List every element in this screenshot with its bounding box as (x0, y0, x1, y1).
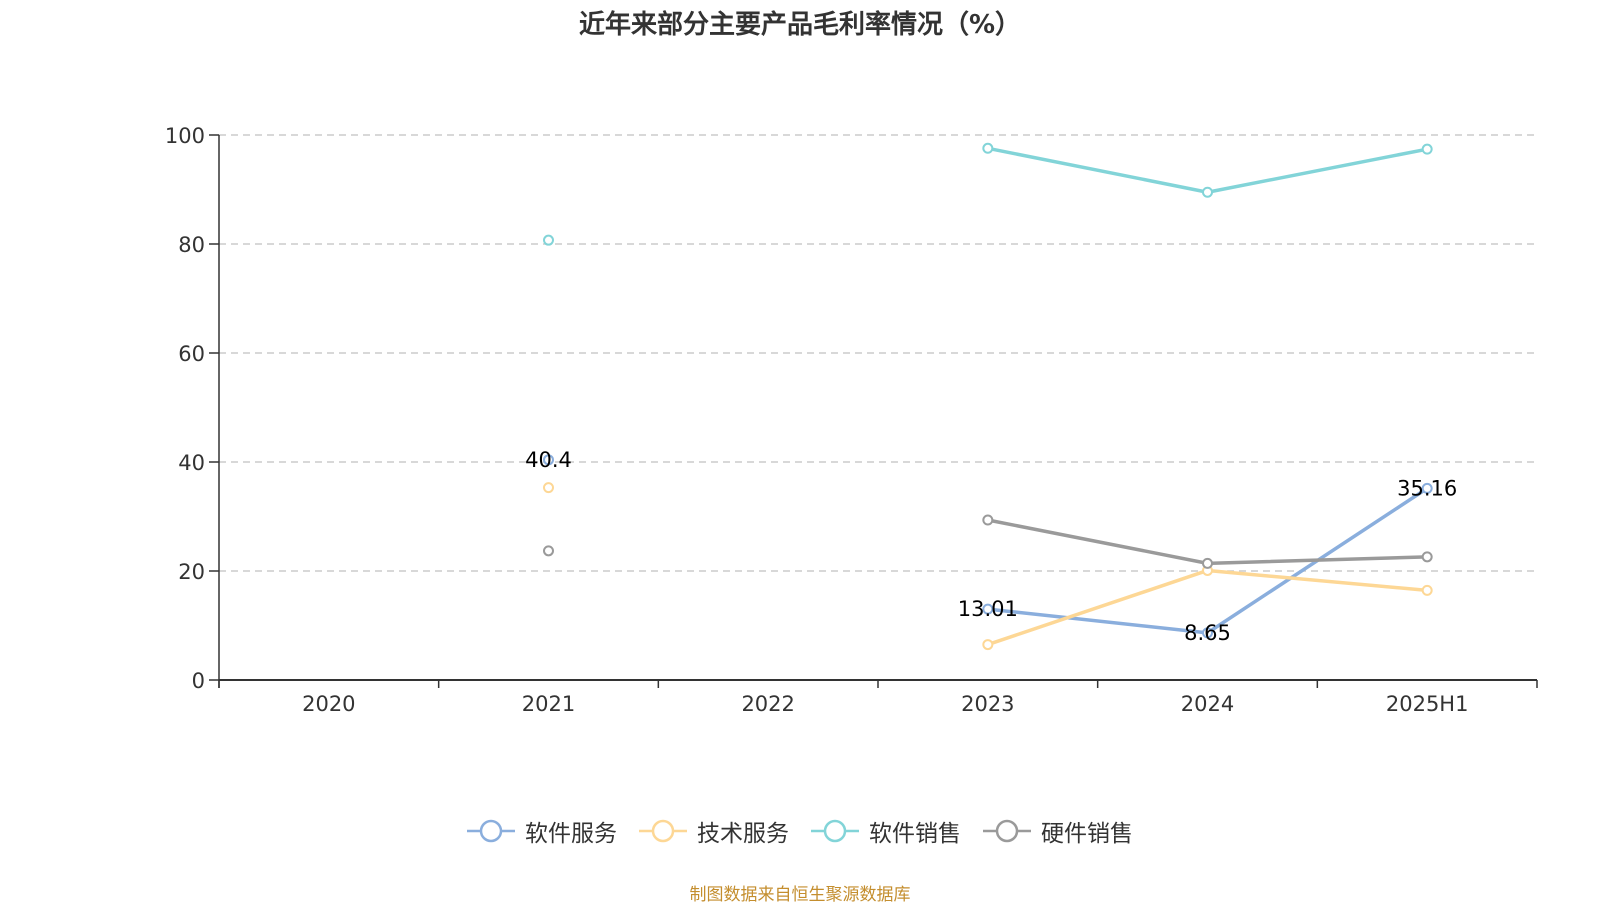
line-chart: 0 20 40 60 80 100 2020 2021 2022 2023 2024 2025H1 4… (165, 124, 1538, 716)
data-point[interactable] (543, 234, 554, 246)
x-tick-label: 2022 (741, 692, 794, 716)
series-group (543, 142, 1433, 651)
data-point[interactable] (543, 545, 554, 557)
legend-line-marker-icon (811, 819, 859, 843)
y-tick-label: 80 (178, 233, 205, 257)
legend-line-marker-icon (983, 819, 1031, 843)
legend: 软件服务 技术服务 软件销售 硬件销售 (0, 814, 1600, 848)
data-label: 35.16 (1397, 476, 1457, 500)
legend-label: 软件服务 (525, 821, 617, 847)
series-line-segment (1205, 147, 1429, 194)
x-tick-label: 2025H1 (1386, 692, 1469, 716)
x-tick-label: 2023 (961, 692, 1014, 716)
legend-label: 软件销售 (869, 821, 961, 847)
legend-line-marker-icon (639, 819, 687, 843)
data-point[interactable] (1202, 627, 1213, 639)
series-line-segment (1205, 555, 1429, 566)
chart-title: 近年来部分主要产品毛利率情况（%） (578, 10, 1022, 40)
data-point[interactable] (543, 454, 554, 466)
y-tick-label: 60 (178, 342, 205, 366)
x-tick-label: 2021 (522, 692, 575, 716)
data-point[interactable] (1421, 584, 1433, 596)
data-point[interactable] (982, 142, 994, 154)
data-point[interactable] (1421, 551, 1433, 563)
series-line-segment (986, 568, 1210, 647)
data-point[interactable] (1202, 186, 1213, 198)
x-tick-label: 2020 (302, 692, 355, 716)
legend-line-marker-icon (467, 819, 515, 843)
data-labels: 40.4 13.01 8.65 35.16 (525, 448, 1457, 645)
data-point[interactable] (982, 639, 994, 651)
source-note: 制图数据来自恒生聚源数据库 (689, 885, 911, 905)
gridlines (219, 134, 1537, 572)
data-point[interactable] (1421, 482, 1433, 494)
y-tick-label: 40 (178, 451, 205, 475)
data-point[interactable] (543, 482, 554, 494)
series-2 (986, 146, 1429, 194)
series-line-segment (1205, 568, 1429, 593)
data-point[interactable] (1202, 557, 1213, 569)
data-label: 8.65 (1184, 621, 1231, 645)
data-point[interactable] (982, 603, 994, 615)
legend-item[interactable]: 软件服务 (467, 814, 617, 848)
series-line-segment (986, 607, 1210, 635)
legend-label: 技术服务 (697, 821, 789, 847)
y-tick-label: 20 (178, 560, 205, 584)
series-line-segment (986, 518, 1210, 566)
series-3 (986, 518, 1429, 566)
legend-item[interactable]: 软件销售 (811, 814, 961, 848)
data-point[interactable] (1421, 143, 1433, 155)
y-tick-label: 100 (165, 124, 205, 148)
data-label: 40.4 (525, 448, 572, 472)
legend-item[interactable]: 技术服务 (639, 814, 789, 848)
data-point[interactable] (982, 514, 994, 526)
x-tick-label: 2024 (1181, 692, 1234, 716)
axes: 0 20 40 60 80 100 2020 2021 2022 2023 2024 2025H1 (165, 124, 1538, 716)
legend-item[interactable]: 硬件销售 (983, 814, 1133, 848)
legend-label: 硬件销售 (1041, 821, 1133, 847)
y-tick-label: 0 (192, 669, 205, 693)
series-line-segment (986, 146, 1210, 194)
series-1 (986, 568, 1429, 647)
data-label: 13.01 (958, 597, 1018, 621)
